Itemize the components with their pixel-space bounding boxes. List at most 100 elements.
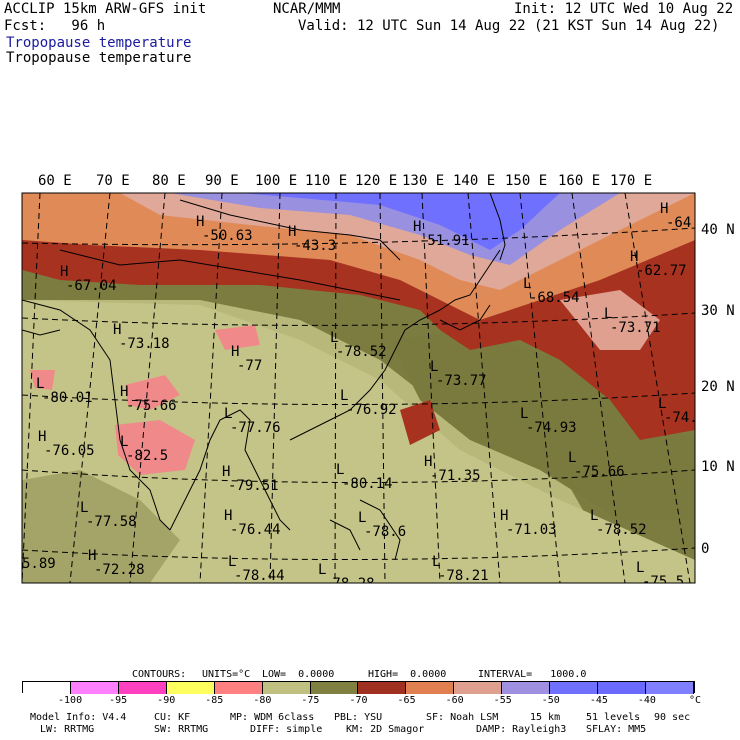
longitude-label: 60 E [38, 173, 72, 189]
colorbar-label: -65 [397, 695, 416, 706]
pressure-center-value: -76.44 [230, 522, 281, 538]
pressure-center-value: -76.05 [44, 443, 95, 459]
latitude-label: 10 N [701, 459, 735, 475]
graticule [22, 193, 695, 583]
longitude-label: 80 E [152, 173, 186, 189]
latitude-label: 0 [701, 541, 709, 557]
pressure-center-marker: L [430, 359, 438, 375]
pressure-center-value: -73.71 [610, 320, 661, 336]
colorbar-label: -55 [493, 695, 512, 706]
longitude-label: 110 E [305, 173, 347, 189]
footer-mp: MP: WDM 6class [230, 712, 315, 723]
pressure-center-value: -71.03 [506, 522, 557, 538]
pressure-center-marker: L [568, 450, 576, 466]
pressure-center-value: -80.01 [42, 390, 93, 406]
pressure-center-marker: L [658, 396, 666, 412]
colorbar-label: -90 [157, 695, 176, 706]
pressure-center-value: -73.77 [436, 373, 487, 389]
colorbar-label: -70 [349, 695, 368, 706]
pressure-center-marker: H [222, 464, 230, 480]
colorbar-swatch [70, 682, 119, 694]
pressure-center-value: -80.14 [342, 476, 393, 492]
model-title: ACCLIP 15km ARW-GFS init [4, 1, 207, 17]
footer-diff: DIFF: simple [250, 724, 323, 735]
pressure-center-value: -78.6 [364, 524, 406, 540]
pressure-center-marker: L [523, 276, 531, 292]
pressure-center-marker: H [88, 548, 96, 564]
longitude-labels: 60 E 70 E 80 E 90 E 100 E 110 E 120 E 130 E 140 … [38, 173, 652, 189]
pressure-center-value: -79.51 [228, 478, 279, 494]
pressure-center-value: -62.77 [636, 263, 687, 279]
pressure-center-value: -74.93 [526, 420, 577, 436]
colorbar-swatch [598, 682, 646, 694]
footer-lw: LW: RRTMG [40, 724, 95, 735]
longitude-label: 130 E [402, 173, 444, 189]
pressure-center-value: -75.5 [642, 574, 684, 590]
colorbar-label: -45 [589, 695, 608, 706]
pressure-center-marker: H [500, 508, 508, 524]
pressure-center-marker: H [196, 214, 204, 230]
pressure-center-value: -43.3 [294, 238, 336, 254]
map-frame [21, 192, 696, 584]
longitude-label: 150 E [505, 173, 547, 189]
colorbar-swatch [214, 682, 263, 694]
colorbar-swatch [166, 682, 215, 694]
longitude-label: 140 E [453, 173, 495, 189]
colorbar-swatch [406, 682, 455, 694]
pressure-center-value: -50.63 [202, 228, 253, 244]
colorbar-label: -40 [637, 695, 656, 706]
footer-timestep: 90 sec [654, 712, 691, 723]
pressure-center-value: -77.58 [86, 514, 137, 530]
contours-units: UNITS=°C [202, 669, 251, 680]
pressure-center-marker: H [630, 249, 638, 265]
pressure-center-value: -72.28 [94, 562, 145, 578]
footer-sflay: SFLAY: MM5 [586, 724, 647, 735]
field-title-color: Tropopause temperature [6, 35, 192, 51]
colorbar-label: -85 [205, 695, 224, 706]
pressure-center-value: -51.91 [419, 233, 470, 249]
pressure-center-marker: L [228, 554, 236, 570]
high-low-labels: H-50.63 H-43.3H-51.91H-64H-67.04H-62.77L-… [36, 201, 695, 592]
pressure-center-marker: H [60, 264, 68, 280]
contours-label: CONTOURS: [132, 669, 187, 680]
footer-model-info: Model Info: V4.4 [30, 712, 127, 723]
pressure-center-marker: H [424, 454, 432, 470]
coastlines [22, 193, 506, 561]
longitude-label: 120 E [355, 173, 397, 189]
pressure-center-marker: L [224, 406, 232, 422]
pressure-center-marker: L [358, 510, 366, 526]
colorbar-swatch [118, 682, 167, 694]
pressure-center-marker: L [604, 306, 612, 322]
pressure-center-value: -73.18 [119, 336, 170, 352]
colorbar-swatch [262, 682, 311, 694]
footer-sf: SF: Noah LSM [426, 712, 499, 723]
contours-high: HIGH= 0.0000 [368, 669, 447, 680]
colorbar [22, 681, 695, 694]
init-time: Init: 12 UTC Wed 10 Aug 22 [514, 1, 734, 17]
colorbar-swatch [310, 682, 359, 694]
pressure-center-value: -78.28 [324, 576, 375, 592]
field-title: Tropopause temperature [6, 50, 192, 66]
contours-low: LOW= 0.0000 [262, 669, 335, 680]
longitude-label: 160 E [558, 173, 600, 189]
pressure-center-marker: L [336, 462, 344, 478]
colorbar-swatch [23, 682, 71, 694]
colorbar-label: -50 [541, 695, 560, 706]
pressure-center-marker: H [113, 322, 121, 338]
pressure-center-marker: L [80, 500, 88, 516]
footer-pbl: PBL: YSU [334, 712, 383, 723]
pressure-center-value: -75.66 [574, 464, 625, 480]
pressure-center-value: -67.04 [66, 278, 117, 294]
pressure-center-value: -78.52 [336, 344, 387, 360]
footer-km: KM: 2D Smagor [346, 724, 425, 735]
pressure-center-marker: L [36, 376, 44, 392]
colorbar-swatch [550, 682, 599, 694]
pressure-center-marker: L [432, 554, 440, 570]
institution-label: NCAR/MMM [273, 1, 341, 17]
latitude-label: 20 N [701, 379, 735, 395]
colorbar-label: -60 [445, 695, 464, 706]
pressure-center-marker: H [660, 201, 668, 217]
colorbar-label: -100 [58, 695, 83, 706]
colorbar-swatch [358, 682, 407, 694]
